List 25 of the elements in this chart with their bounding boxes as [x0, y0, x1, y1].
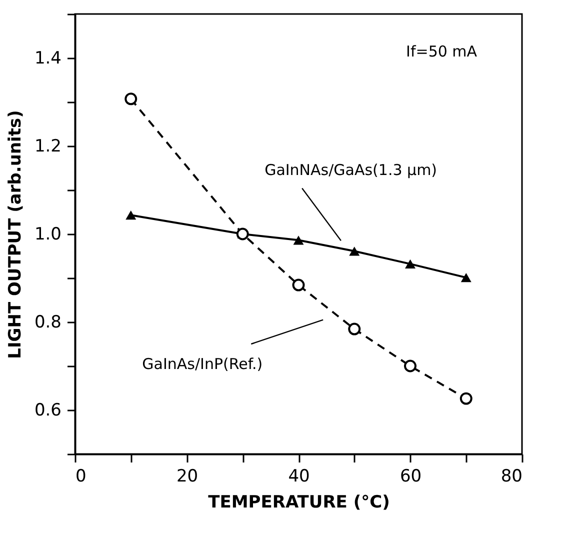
- x-tick-label: 20: [176, 466, 198, 486]
- point: [404, 360, 416, 372]
- annotation: GaInNAs/GaAs(1.3 µm): [264, 160, 438, 179]
- point: [126, 210, 136, 220]
- point: [349, 246, 360, 256]
- point: [124, 92, 138, 106]
- point: [292, 278, 305, 292]
- x-tick-label: 40: [288, 466, 310, 486]
- x-tick-label: 60: [400, 466, 422, 486]
- x-tick-label: 0: [76, 466, 86, 486]
- y-tick-label: 0.8: [34, 312, 62, 332]
- x-axis-title: TEMPERATURE (°C): [208, 492, 390, 512]
- x-tick-label: 80: [500, 466, 522, 486]
- point: [348, 322, 361, 336]
- y-tick-label: 0.6: [34, 400, 62, 420]
- annotation: If=50 mA: [406, 42, 478, 60]
- point: [460, 273, 472, 282]
- annotation: GaInAs/InP(Ref.): [142, 354, 263, 373]
- y-tick-label: 1.0: [34, 224, 62, 244]
- point: [460, 392, 472, 405]
- y-axis-title: LIGHT OUTPUT (arb.units): [5, 110, 26, 359]
- y-tick-label: 1.4: [34, 48, 62, 68]
- point: [405, 259, 416, 268]
- y-tick-label: 1.2: [34, 136, 62, 156]
- point: [293, 236, 304, 245]
